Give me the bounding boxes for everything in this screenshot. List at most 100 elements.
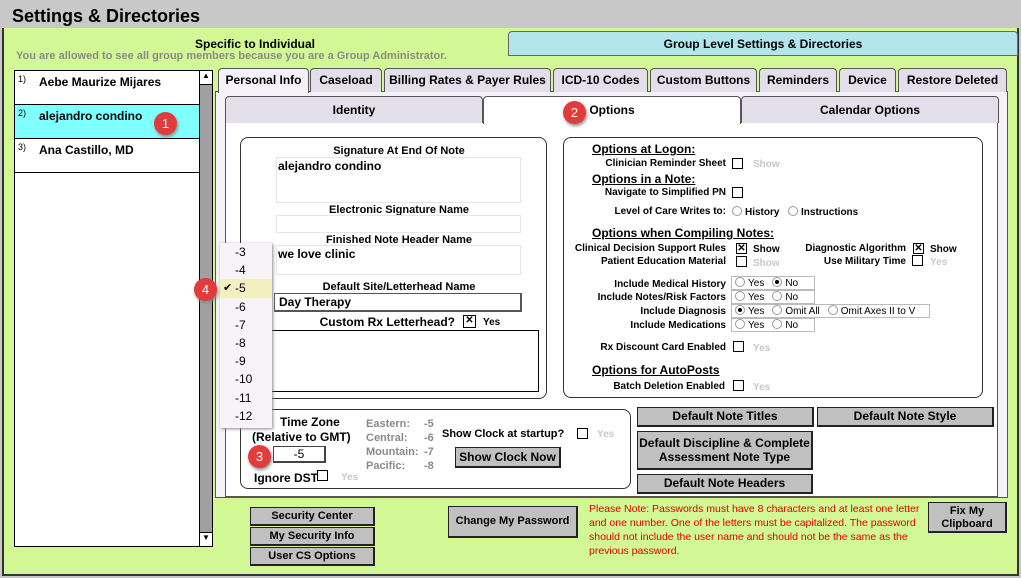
tab-caseload[interactable]: Caseload [310,68,382,92]
esig-input[interactable] [276,215,521,233]
no-label: No [785,320,799,331]
member-name: alejandro condino [39,109,143,123]
batch-checkbox[interactable] [733,380,744,391]
custom-rx-checkbox[interactable]: ✕ [463,315,476,328]
member-name: Ana Castillo, MD [39,143,134,157]
ignore-dst-yes: Yes [341,472,359,483]
option-label: -5 [235,281,246,296]
default-discipline-button[interactable]: Default Discipline & Complete Assessment… [637,431,813,470]
password-note: Please Note: Passwords must have 8 chara… [589,503,920,557]
zone-offset: -8 [424,460,434,472]
show-clock-checkbox[interactable] [577,428,588,439]
pem-label: Patient Education Material [600,256,726,267]
tab-icd10[interactable]: ICD-10 Codes [553,68,648,92]
dropdown-option[interactable]: -7 [235,317,246,332]
tab-reminders[interactable]: Reminders [759,68,837,92]
radio-selected-icon [735,305,745,315]
member-row[interactable]: 1) Aebe Maurize Mijares [15,71,199,105]
omit-axes-label: Omit Axes II to V [840,306,916,317]
zone-name: Eastern: [366,418,411,430]
tab-group-level[interactable]: Group Level Settings & Directories [508,31,1018,56]
options-box [563,137,983,398]
meds-radio-group[interactable]: Yes No [731,318,815,332]
risk-label: Include Notes/Risk Factors [597,292,726,303]
simplified-label: Navigate to Simplified PN [604,187,726,198]
zone-offset: -5 [424,418,434,430]
dropdown-option[interactable]: -12 [235,408,253,423]
dropdown-option[interactable]: -6 [235,299,246,314]
scroll-down-icon[interactable]: ▼ [200,532,212,546]
military-checkbox[interactable] [912,255,923,266]
no-label: No [785,292,799,303]
dropdown-option[interactable]: -9 [235,354,246,369]
dropdown-option-selected[interactable]: ✔ -5 [220,279,272,298]
tab-custom-buttons[interactable]: Custom Buttons [650,68,757,92]
rx-card-checkbox[interactable] [733,341,744,352]
dropdown-option[interactable]: -3 [235,245,246,259]
loc-radio-history[interactable]: History [732,206,779,218]
cds-checkbox[interactable]: ✕ [736,243,747,254]
step-badge-4: 4 [194,278,217,301]
default-note-style-button[interactable]: Default Note Style [817,407,994,427]
yes-label: Yes [748,320,765,331]
ignore-dst-checkbox[interactable] [317,470,328,481]
tab-specific-individual[interactable]: Specific to Individual [194,37,316,51]
member-list-scrollbar[interactable]: ▲ ▼ [199,70,213,547]
admin-notice: You are allowed to see all group members… [16,50,447,62]
user-cs-options-button[interactable]: User CS Options [250,547,375,566]
show-clock-now-button[interactable]: Show Clock Now [455,447,561,468]
med-hist-radio-group[interactable]: Yes No [731,276,815,290]
member-name: Aebe Maurize Mijares [39,75,162,89]
letterhead-preview [247,330,539,392]
loc-radio-instructions[interactable]: Instructions [788,206,858,218]
site-select[interactable]: Day Therapy [274,293,522,312]
show-clock-yes: Yes [597,429,615,440]
risk-radio-group[interactable]: Yes No [731,290,815,304]
tab-billing-rates[interactable]: Billing Rates & Payer Rules [384,68,551,92]
fix-clipboard-button[interactable]: Fix My Clipboard [928,502,1007,533]
tab-personal-info[interactable]: Personal Info [218,68,309,93]
loc-history-label: History [745,207,780,218]
logon-heading: Options at Logon: [592,142,696,156]
security-center-button[interactable]: Security Center [250,507,375,526]
my-security-info-button[interactable]: My Security Info [250,527,375,546]
reminder-show: Show [753,159,780,170]
member-row[interactable]: 3) Ana Castillo, MD [15,139,199,173]
subtab-options[interactable]: Options [483,96,741,124]
checkmark-icon: ✔ [223,282,233,295]
zone-offset: -6 [424,432,434,444]
dropdown-option[interactable]: -8 [235,335,246,350]
default-note-headers-button[interactable]: Default Note Headers [637,474,813,494]
default-note-titles-button[interactable]: Default Note Titles [637,407,814,427]
dropdown-option[interactable]: -10 [235,372,253,387]
scroll-up-icon[interactable]: ▲ [200,71,212,85]
change-password-button[interactable]: Change My Password [448,506,578,538]
header-name-textarea[interactable]: we love clinic [276,245,521,275]
dropdown-option[interactable]: -4 [235,263,246,278]
pem-checkbox[interactable] [736,256,747,267]
step-badge-1: 1 [154,112,177,135]
no-label: No [785,278,799,289]
loc-label: Level of Care Writes to: [614,206,726,217]
diag-alg-checkbox[interactable]: ✕ [913,243,924,254]
header-name-label: Finished Note Header Name [325,234,473,246]
simplified-checkbox[interactable] [732,187,743,198]
show-clock-label: Show Clock at startup? [442,428,565,440]
timezone-label: Time Zone [280,415,340,429]
timezone-input[interactable]: -5 [273,446,326,463]
zone-name: Pacific: [366,460,406,472]
tab-device[interactable]: Device [839,68,896,92]
batch-yes: Yes [753,382,771,393]
reminder-checkbox[interactable] [732,158,743,169]
member-num: 3) [18,142,27,152]
subtab-identity[interactable]: Identity [225,96,483,123]
dropdown-option[interactable]: -11 [235,390,252,405]
radio-icon [788,206,798,216]
tab-restore-deleted[interactable]: Restore Deleted [898,68,1007,92]
ignore-dst-label: Ignore DST [254,471,319,485]
signature-textarea[interactable]: alejandro condino [276,157,521,203]
subtab-calendar-options[interactable]: Calendar Options [741,96,999,123]
esig-label: Electronic Signature Name [329,204,469,216]
diagnosis-radio-group[interactable]: Yes Omit All Omit Axes II to V [731,304,930,318]
yes-label: Yes [748,306,765,317]
